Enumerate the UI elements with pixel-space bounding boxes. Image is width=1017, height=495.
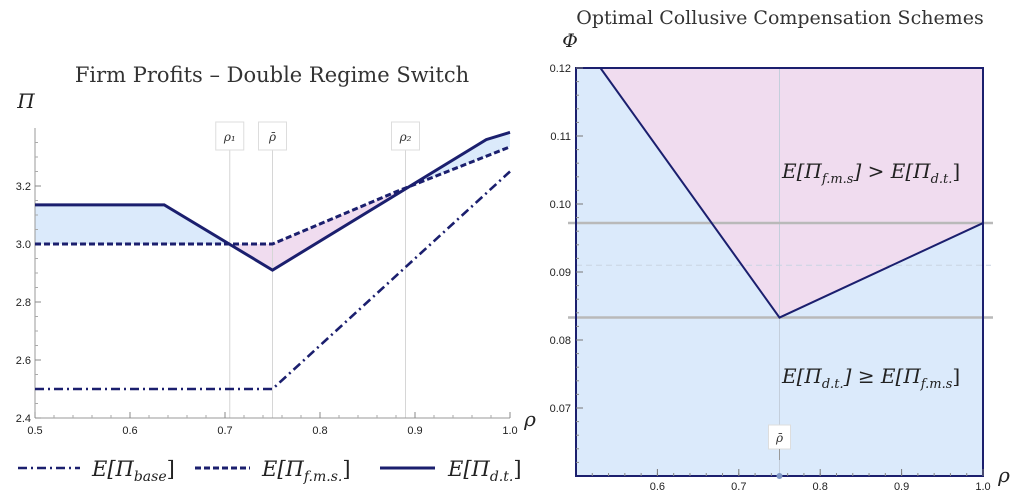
x-tick-label: 0.9 [894, 481, 909, 493]
legend-subscript: base [134, 469, 167, 485]
y-tick-label: 0.08 [550, 335, 571, 347]
legend-subscript: d.t. [490, 469, 514, 485]
region-label-subscript: d.t. [822, 377, 844, 392]
x-tick-label: 0.7 [217, 425, 232, 437]
marker-label: ρ̄ [268, 130, 276, 144]
fill-dt-above-left [35, 204, 230, 245]
region-label-text: ] ≥ E[Π [843, 364, 922, 388]
region-fill-pink [600, 68, 983, 318]
x-axis-label: ρ [997, 463, 1010, 487]
legend-text: E[Π [261, 457, 305, 481]
marker-label: ρ̄ [775, 431, 783, 445]
legend-subscript: f.m.s. [303, 469, 343, 485]
firm-profits-chart: ρ₁ ρ̄ ρ₂ 2.4 2.6 2.8 3.0 3.2 0.5 0.6 0.7 0.8 0.9 1.0 F… [16, 63, 536, 485]
y-tick-label: 2.8 [16, 297, 31, 309]
region-label: E[Πd.t.] ≥ E[Πf.m.s] [781, 364, 960, 392]
region-label-bracket: ] [952, 159, 960, 183]
chart-title: Firm Profits – Double Regime Switch [75, 63, 469, 87]
y-tick-label: 3.2 [16, 181, 31, 193]
x-tick-label: 1.0 [975, 481, 990, 493]
legend-text: E[Π [447, 457, 491, 481]
legend-label: E[Πd.t.] [447, 457, 522, 485]
x-tick-label: 0.5 [27, 425, 42, 437]
y-tick-label: 0.10 [550, 199, 571, 211]
y-tick-label: 0.09 [550, 267, 571, 279]
x-axis-label: ρ [523, 407, 536, 431]
compensation-schemes-chart: 0.07 0.08 0.09 0.10 0.11 0.12 0.6 0.7 0.8 0.9 1.0 ρ… [550, 7, 1011, 493]
boundary-line [599, 67, 984, 319]
legend-label: E[Πf.m.s.] [261, 457, 351, 485]
x-tick-label: 1.0 [502, 425, 517, 437]
region-label-bracket: ] [952, 364, 960, 388]
legend-bracket: ] [342, 457, 350, 481]
y-tick-label: 3.0 [16, 239, 31, 251]
x-tick-label: 0.7 [731, 481, 746, 493]
region-label: E[Πf.m.s] > E[Πd.t.] [781, 159, 960, 187]
marker-label-box [391, 121, 420, 151]
marker-label: ρ₂ [399, 130, 412, 144]
marker-label-box [258, 121, 287, 151]
x-tick-label: 0.8 [813, 481, 828, 493]
series-line-dt [35, 130, 511, 272]
region-label-subscript: f.m.s [920, 377, 953, 392]
y-tick-label: 2.6 [16, 355, 31, 367]
region-label-text: E[Π [781, 364, 822, 388]
y-tick-label: 0.12 [550, 63, 571, 75]
marker-point [776, 473, 783, 479]
y-axis-label: Φ [562, 30, 578, 52]
y-tick-label: 0.07 [550, 403, 571, 415]
series-line-fms [35, 145, 511, 246]
region-label-text: ] > E[Π [852, 159, 931, 183]
x-tick-label: 0.9 [407, 425, 422, 437]
y-axis-label: Π [16, 89, 35, 113]
legend-bracket: ] [167, 457, 175, 481]
region-label-subscript: f.m.s [821, 172, 854, 187]
x-tick-label: 0.8 [312, 425, 327, 437]
legend-label: E[Πbase] [91, 457, 175, 485]
x-tick-label: 0.6 [650, 481, 665, 493]
legend-text: E[Π [91, 457, 135, 481]
region-label-text: E[Π [781, 159, 822, 183]
x-tick-label: 0.6 [122, 425, 137, 437]
legend-bracket: ] [513, 457, 521, 481]
y-tick-label: 0.11 [550, 131, 571, 143]
fill-dt-above-right [400, 132, 510, 192]
y-tick-label: 2.4 [16, 413, 31, 425]
region-label-subscript: d.t. [931, 172, 953, 187]
chart-title: Optimal Collusive Compensation Schemes [576, 7, 983, 29]
marker-label: ρ₁ [223, 130, 236, 144]
series-line-base [35, 170, 511, 391]
marker-label-box [215, 121, 245, 151]
